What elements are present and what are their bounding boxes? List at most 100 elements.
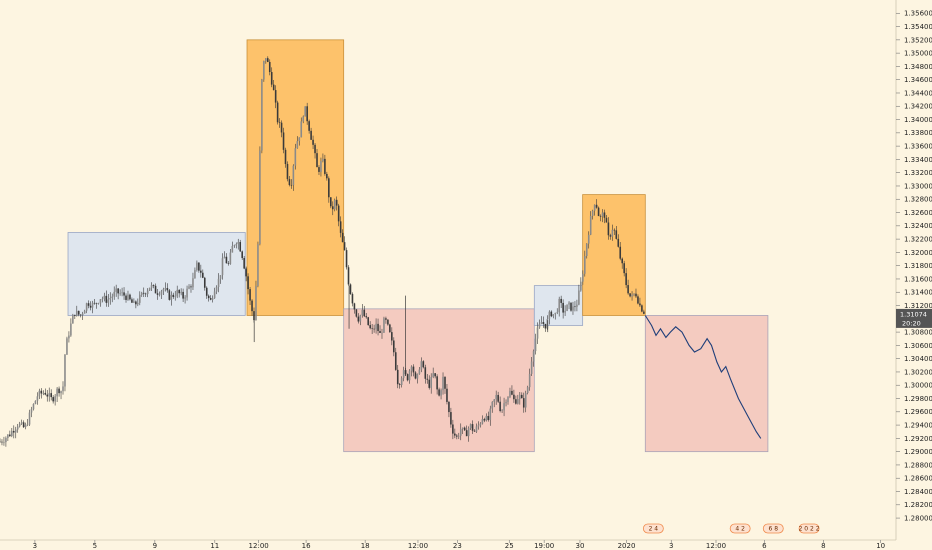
candle <box>499 396 501 413</box>
candle <box>582 270 584 285</box>
candle <box>290 179 293 189</box>
event-marker[interactable]: 2 4 <box>642 523 664 534</box>
candle <box>162 287 165 295</box>
event-marker[interactable]: 4 2 <box>729 523 751 534</box>
candle <box>418 367 421 375</box>
candle <box>524 390 527 413</box>
price-tick-label: 1.33200 <box>904 169 932 177</box>
candle <box>546 315 549 330</box>
candle <box>196 260 198 272</box>
box-blue-0[interactable] <box>67 232 246 316</box>
candle <box>270 67 273 88</box>
box-red-5[interactable] <box>644 315 769 453</box>
candle <box>609 233 612 240</box>
candle <box>585 243 588 259</box>
candle <box>564 305 566 317</box>
candle <box>265 58 267 64</box>
candle <box>263 60 265 82</box>
time-tick-label: 25 <box>505 542 514 550</box>
candle <box>475 423 478 433</box>
candle <box>613 228 616 235</box>
candle <box>593 204 596 216</box>
candle <box>152 284 155 289</box>
price-tick-label: 1.34400 <box>904 89 932 97</box>
candle <box>641 304 643 313</box>
candle <box>16 423 19 433</box>
candle <box>148 287 151 291</box>
candle <box>12 425 15 439</box>
candle <box>639 297 641 308</box>
candle <box>261 78 263 154</box>
candle <box>381 328 383 339</box>
price-tick-label: 1.35200 <box>904 36 932 44</box>
price-axis[interactable]: 1.35600 1.35400 1.35200 1.35000 1.34800 1.346… <box>895 0 932 540</box>
candle <box>371 323 373 334</box>
candle <box>221 253 224 280</box>
candle <box>0 438 1 443</box>
candle <box>629 293 631 298</box>
time-tick-label: 18 <box>361 542 370 550</box>
candle <box>42 390 45 396</box>
candle <box>424 364 427 384</box>
price-tick-label: 1.29800 <box>904 395 932 403</box>
candle <box>259 146 261 246</box>
candle <box>357 313 360 324</box>
candle <box>286 161 289 182</box>
price-tick-label: 1.30800 <box>904 328 932 336</box>
candle <box>60 390 62 400</box>
time-tick-label: 19:00 <box>534 542 554 550</box>
candle <box>601 209 604 223</box>
time-axis[interactable]: 3 5 9 11 12:00 16 18 12:00 23 25 19:00 30 2020 3 12:00… <box>0 539 896 550</box>
candle <box>621 257 624 269</box>
candle <box>111 293 114 303</box>
candle <box>542 316 545 328</box>
candle <box>207 294 210 302</box>
candle <box>272 80 275 91</box>
candle <box>251 299 253 316</box>
candle <box>300 117 303 138</box>
candle <box>469 423 472 431</box>
candle <box>294 143 297 170</box>
box-red-2[interactable] <box>343 308 535 453</box>
time-tick-label: 3 <box>33 542 37 550</box>
candle <box>343 236 346 251</box>
candle <box>255 280 257 321</box>
candle <box>607 217 610 240</box>
candle <box>3 436 5 446</box>
event-marker[interactable]: 2 0 2 2 <box>799 523 820 534</box>
candle <box>463 426 466 431</box>
candle <box>497 391 499 404</box>
candle <box>552 314 555 319</box>
candle <box>194 267 196 279</box>
candle <box>534 333 537 355</box>
candle <box>257 241 259 288</box>
price-tick-label: 1.31200 <box>904 302 932 310</box>
candle <box>32 403 35 411</box>
candle <box>115 284 117 297</box>
candle <box>501 409 503 413</box>
candle <box>578 284 580 306</box>
candle <box>558 296 560 317</box>
candle <box>377 318 379 336</box>
candle <box>158 291 161 297</box>
candle <box>229 248 232 265</box>
candle <box>268 59 271 76</box>
candle <box>89 301 92 311</box>
candle <box>528 368 531 391</box>
candle <box>329 197 332 209</box>
candle <box>113 286 116 300</box>
event-markers[interactable]: 2 4 4 2 6 8 2 0 2 2 <box>642 523 820 534</box>
candle <box>322 153 324 163</box>
candle <box>154 283 157 294</box>
candle <box>121 287 123 297</box>
candle <box>312 135 314 149</box>
candle <box>127 290 129 301</box>
candle <box>548 310 551 325</box>
event-marker[interactable]: 6 8 <box>762 523 784 534</box>
candle <box>591 209 594 220</box>
candle <box>623 260 625 277</box>
price-tick-label: 1.33600 <box>904 143 932 151</box>
candle <box>505 399 507 407</box>
